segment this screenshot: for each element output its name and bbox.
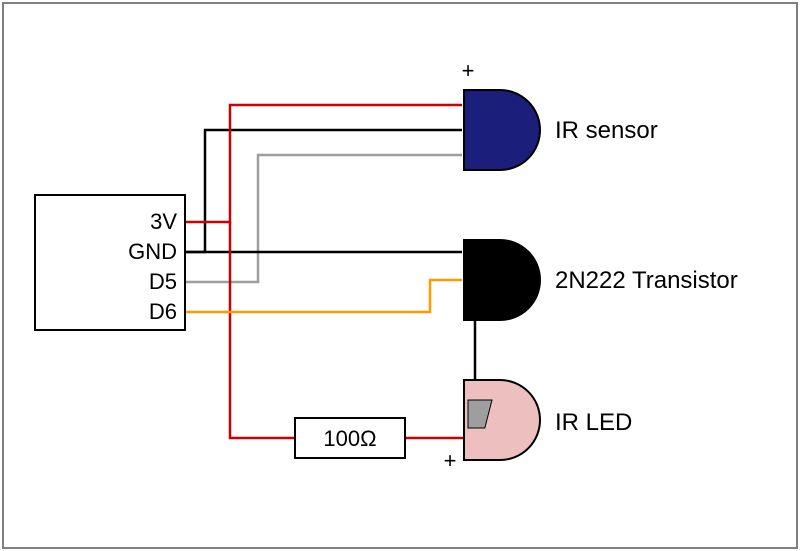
pin-label-d5: D5 xyxy=(149,269,177,294)
resistor-label: 100Ω xyxy=(323,426,376,451)
ir-sensor-label: IR sensor xyxy=(555,117,658,144)
transistor-shape xyxy=(464,240,540,320)
ir-led-plus: + xyxy=(444,448,457,473)
circuit-diagram: 3V GND D5 D6 + IR sensor 2N222 Transistor + IR L… xyxy=(0,0,800,551)
ir-led-label: IR LED xyxy=(555,409,632,436)
pin-label-v3: 3V xyxy=(150,209,177,234)
ir-sensor-plus: + xyxy=(462,58,475,83)
ir-sensor-shape xyxy=(464,90,540,170)
pin-label-d6: D6 xyxy=(149,299,177,324)
transistor-label: 2N222 Transistor xyxy=(555,267,738,294)
pin-label-gnd: GND xyxy=(128,239,177,264)
